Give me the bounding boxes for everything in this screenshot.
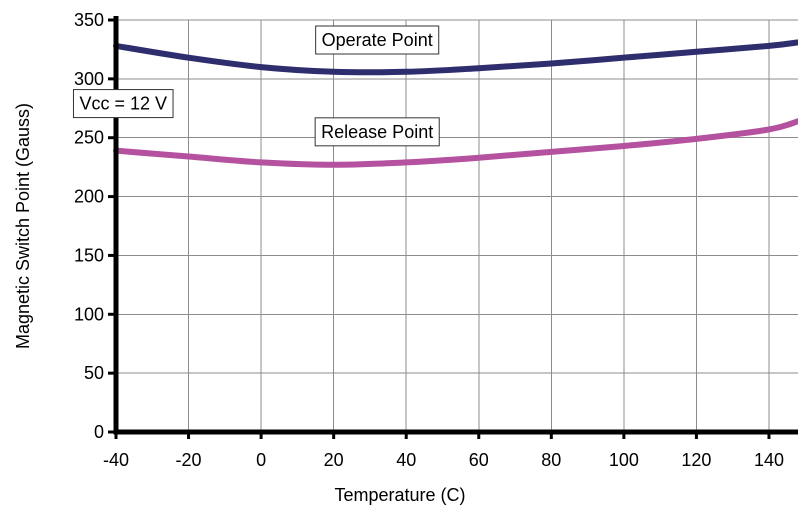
x-tick-label: 0 bbox=[256, 450, 266, 470]
annotation-release-point: Release Point bbox=[314, 117, 440, 147]
x-tick-label: 100 bbox=[609, 450, 639, 470]
y-tick-label: 100 bbox=[74, 304, 104, 324]
annotation-operate-point: Operate Point bbox=[315, 25, 440, 55]
x-tick-label: 60 bbox=[469, 450, 489, 470]
annotation-label: Operate Point bbox=[322, 30, 433, 50]
axes: 0 50 100 150 200 250 300 350 -40 -20 0 20 40 60 80 100 1… bbox=[74, 10, 798, 470]
annotation-vcc-12-v: Vcc = 12 V bbox=[72, 89, 174, 119]
y-tick-label: 250 bbox=[74, 128, 104, 148]
annotation-box bbox=[314, 117, 440, 147]
annotation-label: Release Point bbox=[321, 122, 433, 142]
y-tick-label: 50 bbox=[84, 363, 104, 383]
y-tick-label: 200 bbox=[74, 187, 104, 207]
x-tick-label: -20 bbox=[176, 450, 202, 470]
y-tick-label: 150 bbox=[74, 245, 104, 265]
annotation-label: Vcc = 12 V bbox=[79, 94, 167, 114]
y-axis-title: Magnetic Switch Point (Gauss) bbox=[13, 103, 33, 349]
x-tick-label: 140 bbox=[754, 450, 784, 470]
y-tick-label: 0 bbox=[94, 422, 104, 442]
plot-area bbox=[113, 39, 798, 168]
x-tick-label: 120 bbox=[681, 450, 711, 470]
annotation-box bbox=[315, 25, 440, 55]
x-tick-label: 20 bbox=[324, 450, 344, 470]
y-tick-label: 350 bbox=[74, 10, 104, 30]
release-point-line bbox=[113, 118, 798, 168]
operate-point-line bbox=[113, 39, 798, 76]
y-tick-label: 300 bbox=[74, 69, 104, 89]
annotation-box bbox=[72, 89, 174, 119]
x-axis-title: Temperature (C) bbox=[334, 485, 465, 505]
x-tick-label: 40 bbox=[396, 450, 416, 470]
x-tick-label: 80 bbox=[541, 450, 561, 470]
grid bbox=[116, 19, 798, 432]
x-tick-label: -40 bbox=[103, 450, 129, 470]
annotations: Operate Point Release Point Vcc = 12 V bbox=[72, 25, 440, 147]
